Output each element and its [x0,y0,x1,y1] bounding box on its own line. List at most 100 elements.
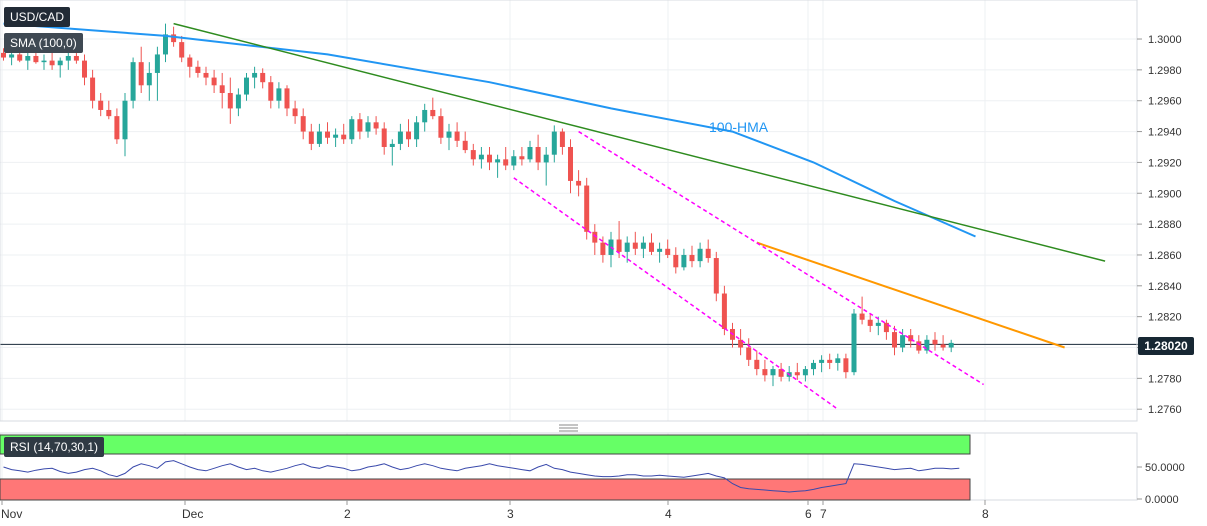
rsi-oversold-zone [0,478,971,501]
candle-body [422,109,428,123]
candle-body [65,55,71,61]
candle-body [300,116,306,132]
candle-body [584,185,590,232]
y-tick-label: 1.2840 [1148,281,1182,293]
candle-body [203,72,209,78]
candle-body [325,131,330,138]
candle-body [211,77,217,86]
candle-body [284,88,290,109]
rsi-indicator-label[interactable]: RSI (14,70,30,1) [4,437,105,457]
x-tick-label: 2 [344,507,351,521]
candle-body [276,88,282,101]
candle-body [341,134,347,140]
candle-body [511,156,517,166]
candle-body [446,131,452,138]
candle-body [802,369,808,376]
candle-body [227,93,233,109]
candle-body [252,72,258,78]
hma-label: 100-HMA [709,119,769,135]
x-tick-label: 4 [665,507,672,521]
candle-body [163,34,168,55]
candle-body [462,140,468,151]
x-tick-label: 8 [982,507,989,521]
y-tick-label: 1.2780 [1148,373,1182,385]
candle-body [41,60,47,63]
rsi-tick-label: 0.0000 [1145,494,1179,506]
candle-body [495,159,501,163]
candle-body [171,34,177,43]
candle-body [827,359,833,363]
candle-body [568,146,573,181]
candle-body [681,254,687,268]
candle-body [414,122,420,140]
y-tick-label: 1.2820 [1148,312,1182,324]
candle-body [235,94,241,109]
candle-body [576,180,582,186]
panel-splitter[interactable] [559,424,578,432]
x-tick-label: 6 [805,507,812,521]
candle-body [106,109,112,117]
candle-body [82,60,87,78]
candle-body [794,372,800,376]
candle-body [754,359,760,370]
candle-body [640,242,646,249]
candle-body [600,242,606,255]
candle-body [559,131,565,147]
candle-body [9,54,15,58]
candle-body [268,82,274,101]
y-tick-label: 1.2860 [1148,250,1182,262]
candle-body [90,77,96,101]
candle-body [689,254,695,262]
candle-body [503,159,509,166]
candle-body [406,131,411,140]
candle-body [138,62,144,86]
price-axis: 1.3000 1.2980 1.2960 1.2940 1.2920 1.2900 1.28… [1137,34,1182,416]
hma-line [3,22,976,238]
candle-body [859,313,865,320]
candle-body [73,55,79,61]
candle-body [219,85,225,94]
candle-body [357,119,363,132]
y-tick-label: 1.3000 [1148,34,1182,46]
candle-body [146,72,152,86]
x-tick-label: Nov [1,507,22,521]
candle-body [470,150,476,160]
candle-body [746,347,752,360]
y-tick-label: 1.2980 [1148,65,1182,77]
y-tick-label: 1.2880 [1148,219,1182,231]
candle-body [900,335,906,348]
candle-body [49,60,55,66]
channel-lower-line [513,177,839,410]
candle-body [478,154,484,160]
candle-body [867,319,873,326]
candle-body [819,359,825,363]
candle-body [940,344,946,348]
y-tick-label: 1.2760 [1148,404,1182,416]
symbol-label[interactable]: USD/CAD [4,7,71,27]
candle-body [292,108,298,117]
rsi-overbought-zone [0,434,971,455]
candle-body [811,362,816,370]
candle-body [527,146,533,160]
candle-body [389,143,395,147]
y-tick-label: 1.2940 [1148,127,1182,139]
candle-body [333,134,339,138]
chart-overlays [3,22,1106,410]
candle-body [916,341,922,351]
y-tick-label: 1.2900 [1148,188,1182,200]
x-tick-label: Dec [182,507,203,521]
candle-body [114,116,120,140]
sma-indicator-label[interactable]: SMA (100,0) [4,33,83,53]
candle-body [948,342,954,348]
candle-body [179,42,185,58]
candle-body [454,131,460,141]
resistance-line [756,241,1065,349]
candle-body [154,54,160,73]
candle-body [673,254,679,268]
candle-body [438,116,444,138]
candle-body [875,322,881,326]
candle-body [908,335,914,342]
candle-body [381,128,387,147]
candle-body [892,332,897,348]
